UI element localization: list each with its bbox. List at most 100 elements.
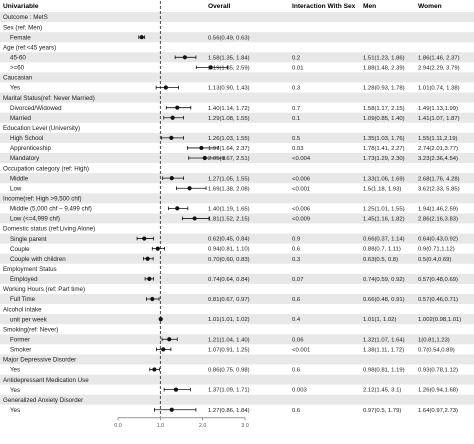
- header-variable: Univariable: [3, 3, 39, 10]
- men-value: 0.74(0.59, 0.92): [363, 277, 405, 283]
- item-label: Low (<=4,999 chf): [10, 216, 60, 223]
- row-band: [0, 253, 474, 264]
- item-label: Divorced/Widowed: [10, 105, 62, 112]
- interaction-value: 0.1: [292, 116, 300, 122]
- overall-value: 0.70(0.60, 0.83): [208, 257, 250, 263]
- interaction-value: 0.5: [292, 136, 301, 142]
- interaction-value: <0.001: [292, 186, 310, 192]
- row-labels: Outcome : MetS Sex (ref: Men) Female Age (r…: [3, 14, 95, 414]
- overall-value: 1.58(1.35, 1.84): [208, 55, 250, 61]
- interaction-value: 0.6: [292, 247, 301, 253]
- women-value: 1(0.81,1.23): [418, 337, 450, 343]
- item-label: Yes: [10, 387, 20, 394]
- item-label: Couple: [10, 246, 30, 253]
- interaction-value: 0.3: [292, 257, 301, 263]
- row-band: [0, 193, 474, 204]
- women-value: 2.94(2.29, 3.79): [418, 65, 460, 71]
- overall-value: 1.37(1.09, 1.71): [208, 388, 250, 394]
- estimate-point: [169, 176, 174, 181]
- men-value: 1.45(1.16, 1.82): [363, 217, 405, 223]
- interaction-value: 0.07: [292, 277, 303, 283]
- item-label: Smoker: [10, 347, 31, 354]
- women-value: 2.86(2.16,3.83): [418, 217, 458, 223]
- overall-value: 1.27(0.86, 1.84): [208, 408, 250, 414]
- men-value: 1.35(1.03, 1.76): [363, 136, 405, 142]
- estimate-point: [169, 407, 174, 412]
- header-row: Univariable Overall Interaction With Sex…: [3, 3, 442, 10]
- section-label: Generalized Anxiety Disorder: [3, 397, 83, 404]
- interaction-value: 0.3: [292, 86, 301, 92]
- item-label: High School: [10, 135, 43, 142]
- interaction-value: <0.006: [292, 176, 311, 182]
- women-value: 1.64(0.97,2.73): [418, 408, 458, 414]
- women-value: 1.49(1.13,1.99): [418, 106, 458, 112]
- section-label: Education Level (University): [3, 125, 80, 132]
- women-value: 2.68(1.76, 4.28): [418, 176, 460, 182]
- x-tick-label: 2.0: [199, 423, 207, 429]
- men-value: 1.09(0.85, 1.40): [363, 116, 405, 122]
- row-band: [0, 354, 474, 365]
- estimate-point: [175, 206, 180, 211]
- women-value: 0.64(0.43,0.92): [418, 237, 458, 243]
- header-interaction: Interaction With Sex: [292, 3, 356, 10]
- item-label: Low: [10, 185, 22, 192]
- women-value: 2.74(2.01,3.77): [418, 146, 458, 152]
- item-label: Single parent: [10, 236, 47, 243]
- row-band: [0, 374, 474, 385]
- women-value: 0.57(0.46,0.71): [418, 297, 458, 303]
- header-overall: Overall: [208, 3, 231, 10]
- section-label: Working Hours (ref: Part time): [3, 286, 85, 293]
- row-band: [0, 233, 474, 244]
- men-value: 1.33(1.06, 1.69): [363, 176, 405, 182]
- interaction-value: 0.2: [292, 55, 300, 61]
- estimate-point: [187, 186, 192, 191]
- interaction-value: 0.9: [292, 237, 300, 243]
- estimate-point: [163, 85, 168, 90]
- men-value: 1.73(1.29, 2.30): [363, 156, 405, 162]
- women-value: 1.55(1.11,2.19): [418, 136, 458, 142]
- x-tick-label: 1.0: [157, 423, 165, 429]
- item-label: Middle: [10, 175, 29, 182]
- men-value: 1.88(1.48, 2.39): [363, 65, 405, 71]
- estimate-point: [152, 367, 157, 372]
- item-label: Yes: [10, 407, 20, 414]
- overall-value: 0.74(0.64, 0.84): [208, 277, 250, 283]
- x-axis: 0.0 1.0 2.0 3.0: [114, 417, 249, 429]
- section-label: Marital Status(ref: Never Married): [3, 95, 95, 102]
- row-band: [0, 12, 474, 23]
- men-value: 0.98(0.81, 1.19): [363, 368, 405, 374]
- estimate-point: [182, 55, 187, 60]
- overall-value: 2.19(1.85, 2.59): [208, 65, 250, 71]
- value-columns: 0.56(0.49, 0.63) 1.58(1.35, 1.84) 0.2 1.51(…: [208, 35, 461, 414]
- estimate-point: [199, 145, 204, 151]
- section-label: Employment Status: [3, 266, 57, 273]
- interaction-value: 0.03: [292, 146, 304, 152]
- overall-value: 2.05(1.67, 2.51): [208, 156, 250, 162]
- row-band: [0, 213, 474, 224]
- men-value: 0.97(0.5, 1.79): [363, 408, 401, 414]
- section-label: Income(ref: High >9,500 chf): [3, 195, 82, 202]
- row-band: [0, 92, 474, 103]
- men-value: 0.63(0.5, 0.8): [363, 257, 398, 263]
- overall-value: 1.13(0.90, 1.43): [208, 86, 250, 92]
- overall-value: 1.81(1.52, 2.15): [208, 217, 250, 223]
- overall-value: 1.07(0.91, 1.25): [208, 347, 250, 353]
- estimate-point: [202, 155, 207, 161]
- interaction-value: 0.01: [292, 65, 303, 71]
- women-value: 0.9(0.71,1.12): [418, 247, 455, 253]
- overall-value: 1.01(1.01, 1.02): [208, 317, 250, 323]
- interaction-value: 0.7: [292, 106, 300, 112]
- interaction-value: <0.006: [292, 206, 311, 212]
- row-band: [0, 132, 474, 143]
- ci-marks: [136, 35, 229, 412]
- overall-value: 1.27(1.05, 1.55): [208, 176, 250, 182]
- item-label: Couple with children: [10, 256, 66, 263]
- overall-value: 0.56(0.49, 0.63): [208, 35, 250, 41]
- section-label: Outcome : MetS: [3, 14, 48, 21]
- row-band: [0, 293, 474, 305]
- row-band: [0, 32, 474, 43]
- interaction-value: <0.004: [292, 156, 311, 162]
- row-band: [0, 273, 474, 284]
- estimate-point: [161, 347, 166, 352]
- header-men: Men: [363, 3, 376, 10]
